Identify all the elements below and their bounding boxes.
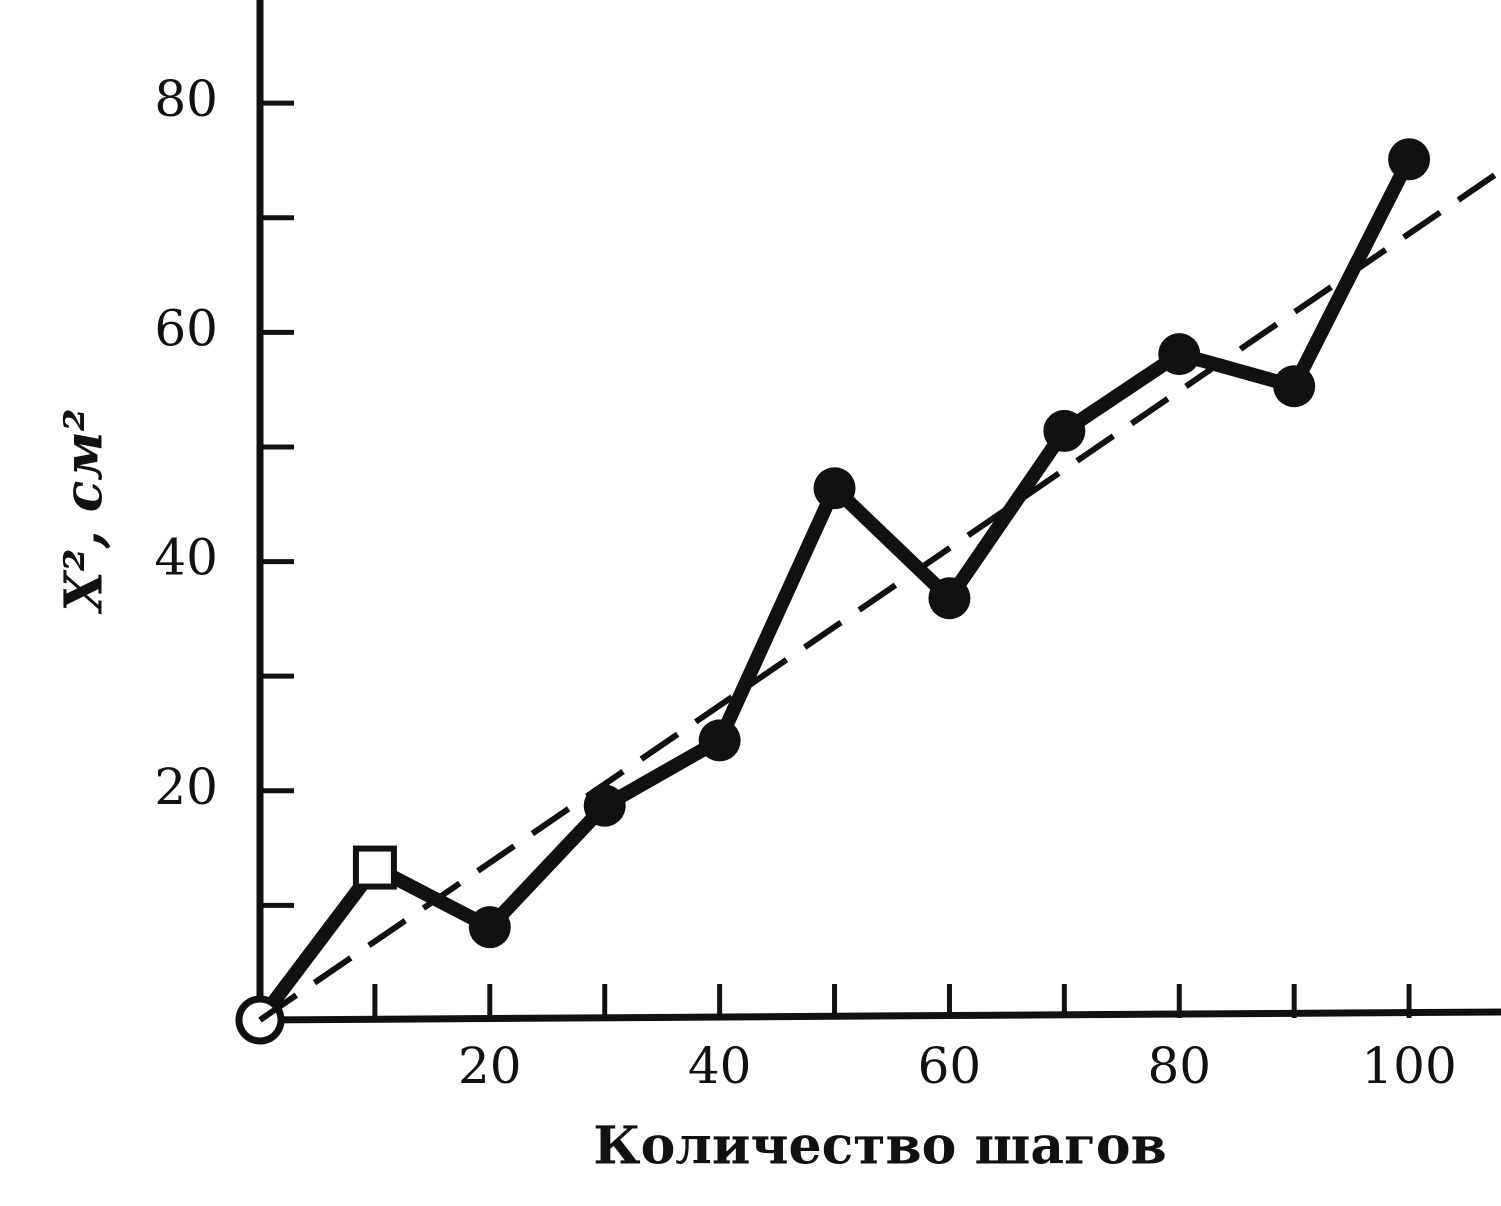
trend-line xyxy=(258,168,1501,1023)
marker xyxy=(352,845,397,890)
x-tick-label: 40 xyxy=(688,1037,752,1095)
marker xyxy=(583,784,626,827)
x-axis xyxy=(256,1008,1501,1024)
marker xyxy=(468,906,511,949)
x-tick-label: 20 xyxy=(458,1037,522,1095)
x-tick-label: 100 xyxy=(1361,1037,1456,1095)
y-tick-label: 20 xyxy=(154,758,218,816)
marker xyxy=(698,719,741,762)
x-tick-label: 60 xyxy=(918,1037,982,1095)
marker xyxy=(1273,365,1316,408)
y-tick-label: 40 xyxy=(154,529,218,587)
data-line xyxy=(254,156,1416,1025)
y-tick-label: 60 xyxy=(154,299,218,357)
x-tick-label: 80 xyxy=(1147,1037,1211,1095)
y-axis-label: X², см² xyxy=(54,408,115,614)
marker xyxy=(813,467,856,510)
y-tick-label: 80 xyxy=(154,70,218,128)
marker xyxy=(928,577,971,620)
marker xyxy=(1388,138,1431,181)
marker xyxy=(1158,333,1201,376)
marker xyxy=(1043,409,1086,452)
x-axis-label: Количество шагов xyxy=(593,1116,1166,1177)
